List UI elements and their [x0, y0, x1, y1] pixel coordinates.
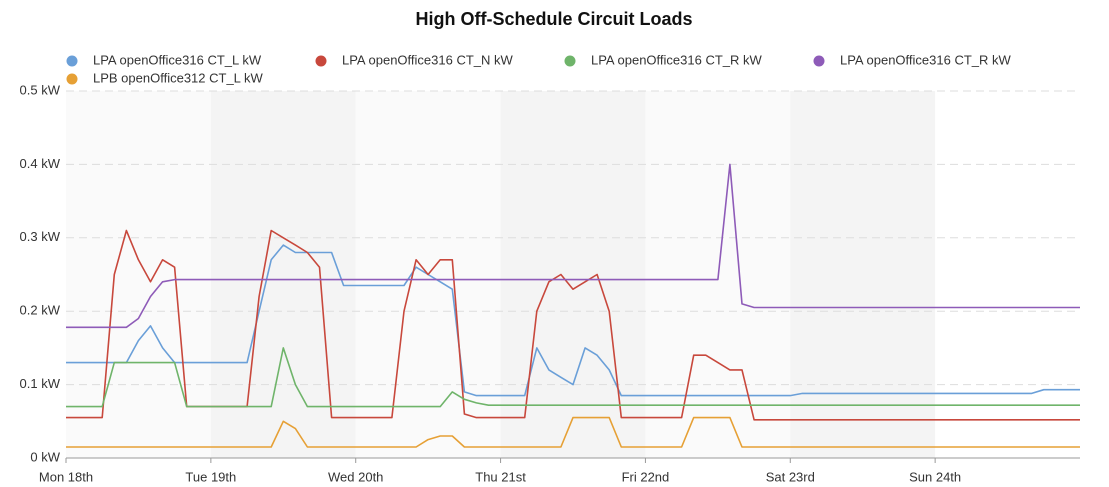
- series-line: [66, 163, 1080, 329]
- x-tick-label: Tue 19th: [185, 469, 236, 484]
- y-tick-label: 0.5 kW: [20, 82, 61, 97]
- legend-label: LPA openOffice316 CT_N kW: [342, 52, 514, 67]
- x-tick-label: Thu 21st: [475, 469, 526, 484]
- legend-item: LPB openOffice312 CT_L kW: [66, 70, 264, 85]
- day-band: [500, 91, 646, 458]
- legend-item: LPA openOffice316 CT_N kW: [315, 52, 514, 67]
- chart-title: High Off-Schedule Circuit Loads: [415, 9, 692, 29]
- x-tick-label: Sat 23rd: [766, 469, 815, 484]
- x-tick-label: Fri 22nd: [622, 469, 670, 484]
- x-tick-label: Wed 20th: [328, 469, 383, 484]
- series-line: [66, 416, 1080, 448]
- y-tick-label: 0.3 kW: [20, 229, 61, 244]
- day-band: [790, 91, 936, 458]
- legend-label: LPA openOffice316 CT_R kW: [840, 52, 1012, 67]
- day-band: [66, 91, 211, 458]
- x-tick-label: Sun 24th: [909, 469, 961, 484]
- legend-item: LPA openOffice316 CT_R kW: [813, 52, 1012, 67]
- legend-marker: [66, 55, 78, 67]
- legend-item: LPA openOffice316 CT_L kW: [66, 52, 262, 67]
- legend-marker: [813, 55, 825, 67]
- legend-marker: [564, 55, 576, 67]
- legend-marker: [315, 55, 327, 67]
- day-band: [210, 91, 356, 458]
- y-tick-label: 0 kW: [30, 449, 60, 464]
- series-line: [66, 244, 1080, 397]
- y-tick-label: 0.2 kW: [20, 303, 61, 318]
- legend-item: LPA openOffice316 CT_R kW: [564, 52, 763, 67]
- legend-label: LPA openOffice316 CT_L kW: [93, 52, 262, 67]
- y-tick-label: 0.4 kW: [20, 156, 61, 171]
- x-tick-label: Mon 18th: [39, 469, 93, 484]
- y-tick-label: 0.1 kW: [20, 376, 61, 391]
- series-line: [66, 347, 1080, 408]
- legend-marker: [66, 73, 78, 85]
- legend-label: LPB openOffice312 CT_L kW: [93, 70, 264, 85]
- legend-label: LPA openOffice316 CT_R kW: [591, 52, 763, 67]
